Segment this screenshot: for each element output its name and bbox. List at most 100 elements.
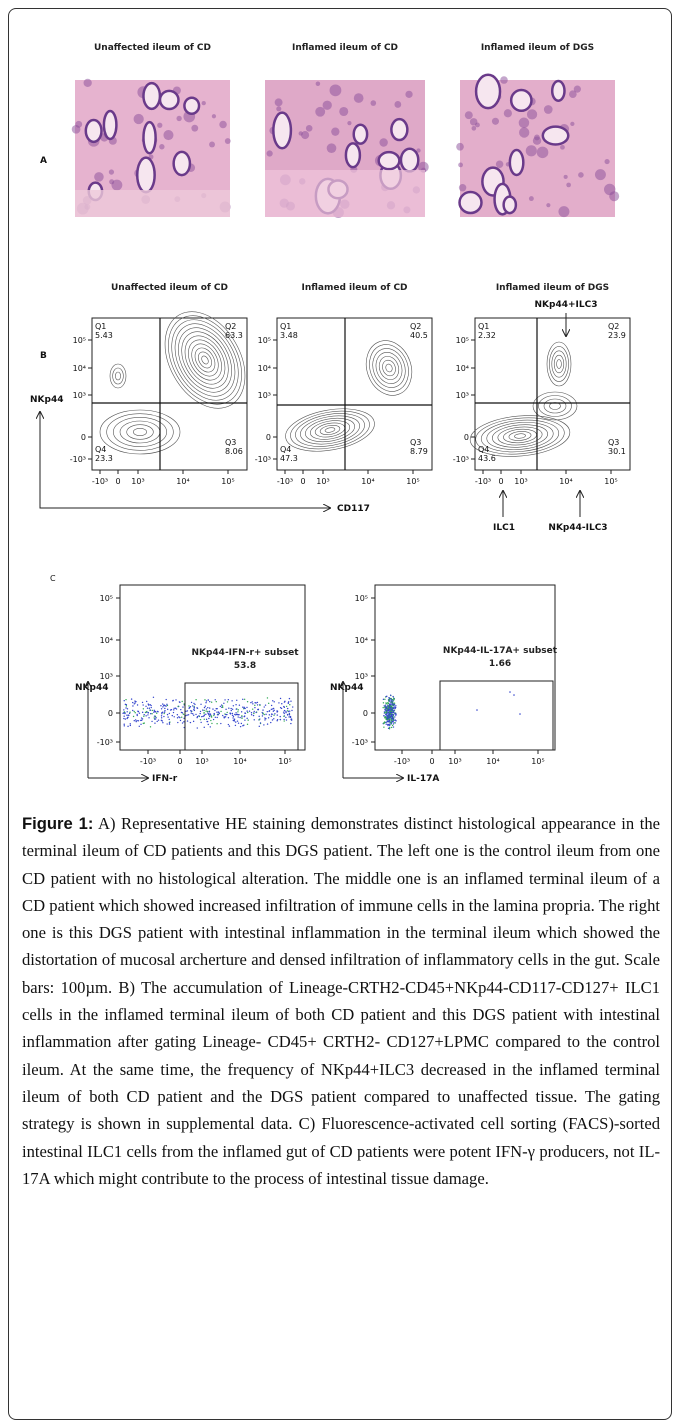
event-dot bbox=[290, 700, 292, 702]
x-tick-label: 10⁴ bbox=[361, 477, 374, 486]
event-dot bbox=[173, 709, 175, 711]
event-dot bbox=[140, 717, 143, 719]
event-dot bbox=[252, 714, 255, 717]
contour bbox=[309, 420, 351, 440]
contour bbox=[365, 340, 413, 396]
event-dot bbox=[243, 715, 246, 717]
event-dot bbox=[392, 695, 394, 698]
event-dot bbox=[237, 711, 239, 713]
event-dot bbox=[253, 712, 255, 715]
contour bbox=[514, 433, 526, 439]
nuclei bbox=[176, 115, 182, 122]
event-dot bbox=[244, 719, 246, 721]
event-dot bbox=[391, 710, 393, 713]
event-dot bbox=[388, 714, 391, 716]
nuclei bbox=[526, 109, 538, 120]
event-dot bbox=[386, 715, 388, 718]
event-dot bbox=[262, 709, 264, 711]
x-tick-label: 0 bbox=[300, 477, 305, 486]
event-dot bbox=[168, 722, 171, 724]
event-dot bbox=[151, 720, 153, 723]
event-dot bbox=[232, 715, 235, 718]
contour bbox=[385, 363, 393, 373]
event-dot bbox=[193, 709, 196, 712]
event-dot bbox=[189, 721, 192, 724]
event-dot bbox=[391, 703, 393, 706]
event-dot bbox=[165, 698, 167, 701]
event-dot bbox=[391, 702, 393, 704]
event-dot bbox=[137, 710, 139, 712]
event-dot bbox=[235, 712, 237, 714]
event-dot bbox=[387, 711, 390, 713]
event-dot bbox=[147, 711, 149, 714]
nuclei bbox=[331, 127, 340, 136]
stroma bbox=[75, 190, 230, 217]
quadrant-value: 2.32 bbox=[478, 331, 496, 340]
quadrant-name: Q1 bbox=[95, 322, 106, 331]
event-dot bbox=[388, 711, 391, 714]
nuclei bbox=[347, 121, 352, 126]
event-dot bbox=[223, 702, 225, 705]
event-dot bbox=[391, 720, 394, 723]
contour bbox=[492, 424, 548, 448]
nuclei bbox=[525, 145, 537, 157]
event-dot bbox=[192, 713, 194, 715]
y-tick-label: 10³ bbox=[456, 391, 469, 400]
event-dot bbox=[270, 715, 273, 717]
gate-value: 53.8 bbox=[234, 661, 256, 671]
event-dot bbox=[244, 707, 246, 710]
event-dot bbox=[187, 714, 190, 716]
event-dot bbox=[182, 713, 185, 715]
contour bbox=[285, 408, 375, 452]
nuclei bbox=[108, 169, 115, 175]
event-dot bbox=[153, 715, 156, 717]
event-dot bbox=[192, 720, 195, 723]
event-dot bbox=[289, 715, 292, 718]
event-dot bbox=[207, 699, 209, 701]
event-dot bbox=[258, 715, 260, 718]
event-dot bbox=[204, 699, 206, 701]
event-dot bbox=[392, 714, 395, 717]
event-dot bbox=[220, 722, 222, 725]
quadrant-value: 23.9 bbox=[608, 331, 626, 340]
event-dot bbox=[214, 716, 217, 719]
event-dot bbox=[388, 698, 391, 701]
image-title: Inflamed ileum of CD bbox=[292, 43, 398, 53]
event-dot bbox=[216, 714, 219, 716]
event-dot bbox=[242, 706, 244, 708]
panel-label: B bbox=[40, 351, 47, 361]
event-dot bbox=[288, 712, 291, 715]
event-dot bbox=[157, 719, 160, 721]
event-dot bbox=[231, 708, 234, 711]
event-dot bbox=[203, 712, 206, 714]
event-dot bbox=[392, 708, 395, 710]
quadrant-value: 8.06 bbox=[225, 447, 243, 456]
event-dot bbox=[235, 708, 238, 710]
quadrant-value: 63.3 bbox=[225, 331, 243, 340]
nuclei bbox=[329, 84, 342, 97]
event-dot bbox=[146, 707, 149, 709]
event-dot bbox=[166, 703, 168, 706]
event-dot bbox=[123, 711, 126, 713]
nuclei bbox=[604, 159, 610, 165]
event-dot bbox=[155, 716, 157, 719]
event-dot bbox=[276, 720, 278, 722]
y-tick-label: 0 bbox=[266, 433, 271, 442]
event-dot bbox=[124, 718, 126, 720]
event-dot bbox=[280, 707, 283, 710]
figure-caption: Figure 1: A) Representative HE staining … bbox=[22, 810, 660, 1192]
event-dot bbox=[240, 711, 243, 713]
event-dot bbox=[273, 709, 275, 711]
event-dot bbox=[283, 720, 285, 722]
contour bbox=[543, 398, 567, 414]
contour bbox=[133, 428, 147, 436]
contour bbox=[191, 343, 219, 377]
event-dot bbox=[202, 709, 204, 711]
quadrant-name: Q2 bbox=[225, 322, 236, 331]
event-dot bbox=[384, 708, 386, 711]
event-dot bbox=[142, 708, 145, 710]
nuclei bbox=[458, 162, 463, 168]
event-dot bbox=[132, 715, 135, 718]
nuclei bbox=[456, 142, 464, 151]
x-tick-label: 10⁴ bbox=[486, 757, 499, 766]
